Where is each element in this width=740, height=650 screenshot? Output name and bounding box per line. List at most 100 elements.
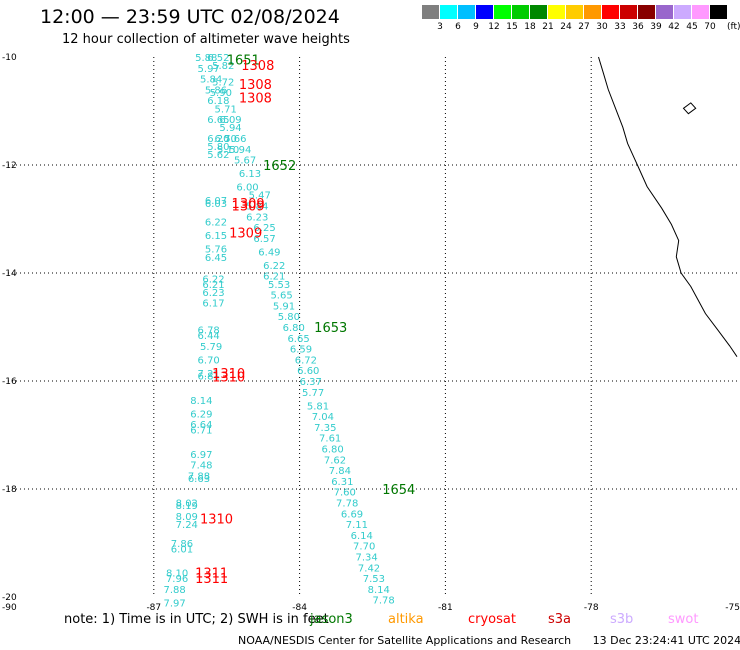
satellite-s3b: s3b: [610, 612, 634, 627]
pass-time-label: 1310: [200, 513, 233, 528]
wave-height-value: 8.19: [176, 501, 198, 512]
wave-height-value: 6.01: [171, 544, 193, 555]
wave-height-value: 8.02: [176, 499, 198, 510]
wave-height-value: 6.25: [253, 223, 275, 234]
credit-text: NOAA/NESDIS Center for Satellite Applica…: [238, 634, 572, 647]
wave-height-value: 7.42: [358, 563, 380, 574]
wave-height-value: 6.59: [290, 345, 312, 356]
wave-height-value: 7.78: [336, 499, 358, 510]
wave-height-value: 7.11: [346, 520, 368, 531]
wave-height-value: 6.97: [190, 450, 212, 461]
wave-height-value: 7.34: [355, 553, 377, 564]
legend-swatch: [512, 5, 529, 19]
footer: NOAA/NESDIS Center for Satellite Applica…: [238, 634, 740, 647]
wave-height-value: 6.23: [246, 212, 268, 223]
wave-height-value: 7.61: [319, 434, 341, 445]
wave-height-value: 6.20: [207, 134, 229, 145]
wave-height-value: 6.81: [198, 372, 220, 383]
wave-height-value: 8.10: [166, 569, 188, 580]
legend-label: 21: [542, 22, 554, 32]
lon-tick-label: -81: [438, 603, 453, 613]
wave-height-value: 5.94: [219, 123, 241, 134]
legend-label: 33: [614, 22, 626, 32]
pass-time-label: 1311: [195, 567, 228, 582]
wave-height-value: 5.97: [198, 64, 220, 75]
legend-swatch: [602, 5, 619, 19]
wave-height-value: 5.91: [273, 301, 295, 312]
wave-height-value: 6.18: [207, 96, 229, 107]
wave-height-value: 6.80: [321, 445, 343, 456]
wave-height-value: 7.48: [190, 461, 212, 472]
satellite-s3a: s3a: [548, 612, 572, 627]
timestamp-text: 13 Dec 23:24:41 UTC 2024: [592, 634, 740, 647]
lon-tick-label: -75: [725, 603, 740, 613]
wave-height-value: 5.72: [212, 77, 234, 88]
wave-height-value: 6.03: [205, 199, 227, 210]
wave-height-value: 5.88: [195, 53, 217, 64]
wave-height-value: 6.15: [205, 231, 227, 242]
legend-units: (ft): [727, 22, 740, 32]
legend-swatch: [422, 5, 439, 19]
wave-height-value: 6.37: [300, 377, 322, 388]
satellite-cryosat: cryosat: [468, 612, 516, 627]
wave-height-value: 6.72: [295, 355, 317, 366]
legend-swatch: [674, 5, 691, 19]
wave-height-value: 5.80: [207, 142, 229, 153]
wave-height-value: 5.82: [212, 61, 234, 72]
legend-label: 6: [455, 22, 461, 32]
coastline: [598, 56, 738, 357]
legend-label: 27: [578, 22, 590, 32]
wave-height-value: 7.60: [334, 488, 356, 499]
pass-time-label: 1654: [382, 483, 415, 498]
wave-height-value: 6.63: [188, 474, 210, 485]
wave-height-value: 6.29: [190, 409, 212, 420]
legend-label: 30: [596, 22, 608, 32]
wave-height-value: 6.65: [207, 115, 229, 126]
legend-label: 45: [686, 22, 698, 32]
wave-height-value: 6.21: [263, 272, 285, 283]
wave-height-value: 5.47: [249, 191, 271, 202]
lat-tick-label: -14: [2, 269, 17, 279]
wave-height-value: 7.96: [166, 574, 188, 585]
wave-height-value: 6.57: [253, 234, 275, 245]
wave-height-value: 5.90: [210, 88, 232, 99]
wave-height-value: 8.14: [368, 585, 390, 596]
legend-swatch: [476, 5, 493, 19]
wave-height-value: 5.77: [302, 388, 324, 399]
legend-swatch: [530, 5, 547, 19]
wave-height-value: 6.21: [202, 280, 224, 291]
wave-height-value: 7.70: [353, 542, 375, 553]
pass-time-label: 1309: [232, 197, 265, 212]
pass-time-label: 1653: [314, 321, 347, 336]
legend-label: 24: [560, 22, 572, 32]
lon-tick-label: -90: [2, 603, 17, 613]
legend-swatch: [692, 5, 709, 19]
wave-height-value: 5.65: [270, 291, 292, 302]
wave-height-value: 6.45: [205, 253, 227, 264]
wave-height-value: 6.00: [236, 183, 258, 194]
pass-time-label: 1651: [227, 54, 260, 69]
pass-time-label: 1308: [241, 59, 274, 74]
wave-height-value: 6.71: [190, 426, 212, 437]
wave-height-value: 5.76: [205, 245, 227, 256]
wave-height-value: 6.23: [202, 288, 224, 299]
wave-height-value: 5.79: [200, 342, 222, 353]
lon-tick-label: -84: [292, 603, 307, 613]
lon-tick-label: -87: [146, 603, 161, 613]
wave-height-value: 5.62: [207, 150, 229, 161]
satellite-altika: altika: [388, 612, 424, 627]
wave-height-value: 6.17: [202, 299, 224, 310]
legend-swatch: [584, 5, 601, 19]
wave-height-value: 6.09: [219, 115, 241, 126]
legend-label: 42: [668, 22, 680, 32]
wave-height-value: 7.97: [164, 598, 186, 609]
lat-tick-label: -18: [2, 485, 17, 495]
legend-swatch: [710, 5, 727, 19]
wave-height-value: 7.53: [363, 574, 385, 585]
wave-height-value: 5.10: [217, 145, 239, 156]
wave-height-value: 6.65: [287, 334, 309, 345]
lat-tick-label: -16: [2, 377, 17, 387]
wave-height-value: 8.14: [190, 396, 212, 407]
wave-height-value: 6.22: [263, 261, 285, 272]
